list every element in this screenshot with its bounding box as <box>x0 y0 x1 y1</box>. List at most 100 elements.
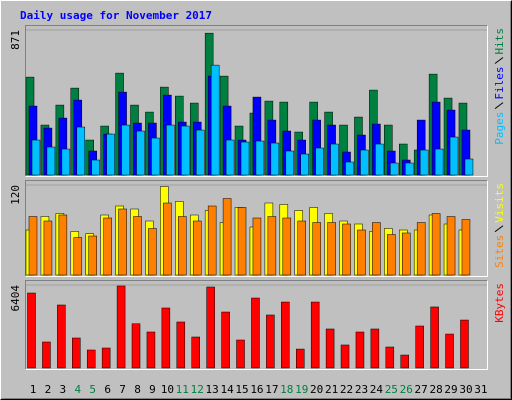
x-tick-label: 6 <box>104 383 111 396</box>
legend-label: Sites <box>493 235 506 268</box>
bar <box>236 339 245 369</box>
y-tick-label: 871 <box>9 30 22 50</box>
bar <box>207 205 217 276</box>
bar <box>131 323 141 369</box>
panel-light <box>25 280 488 370</box>
x-tick-label: 18 <box>280 383 293 396</box>
bar <box>43 220 53 276</box>
bar <box>225 139 235 176</box>
bar <box>148 228 157 276</box>
bar <box>237 207 247 276</box>
x-tick-label: 3 <box>60 383 67 396</box>
bar <box>461 219 471 276</box>
bar <box>121 124 130 176</box>
bar <box>355 331 365 369</box>
panel-light <box>25 25 488 177</box>
legend-label: Files <box>493 67 506 100</box>
bar <box>176 321 186 369</box>
x-tick-label: 21 <box>325 383 338 396</box>
bar <box>206 286 215 369</box>
bar <box>181 125 190 176</box>
bar <box>419 149 429 176</box>
bar <box>270 142 280 176</box>
bar <box>464 158 474 176</box>
x-tick-label: 17 <box>265 383 278 396</box>
x-tick-label: 27 <box>415 383 428 396</box>
bar <box>222 198 232 276</box>
bar <box>372 222 381 276</box>
x-tick-label: 15 <box>235 383 248 396</box>
bar <box>255 140 265 176</box>
bar <box>118 208 127 276</box>
bar <box>327 222 336 276</box>
bar <box>251 297 260 369</box>
bar <box>434 148 444 176</box>
chart-title: Daily usage for November 2017 <box>20 9 212 22</box>
bar <box>375 143 384 176</box>
x-tick-label: 28 <box>429 383 442 396</box>
bar <box>28 216 38 276</box>
bar <box>325 328 335 369</box>
x-tick-label: 22 <box>340 383 353 396</box>
bar <box>300 153 309 176</box>
legend-label: KBytes <box>493 283 506 323</box>
bar <box>297 220 306 276</box>
bar <box>166 124 175 176</box>
x-tick-label: 9 <box>149 383 156 396</box>
bar <box>116 285 126 369</box>
bar <box>61 148 71 176</box>
bar <box>431 213 441 276</box>
bar <box>402 232 411 276</box>
bar <box>151 137 160 176</box>
panel-shadow <box>25 280 488 370</box>
bar <box>387 234 396 276</box>
x-tick-label: 5 <box>89 383 96 396</box>
legend-separator <box>494 225 504 233</box>
bar <box>163 202 172 276</box>
bar <box>57 304 66 369</box>
bar <box>42 341 51 369</box>
x-tick-label: 7 <box>119 383 126 396</box>
x-tick-label: 11 <box>176 383 189 396</box>
bar <box>146 331 156 369</box>
bar <box>405 162 414 176</box>
bar <box>315 147 324 176</box>
bar <box>136 130 145 176</box>
bar <box>195 129 205 176</box>
panel-light <box>25 180 488 277</box>
y-tick-label: 120 <box>9 185 22 205</box>
x-tick-label: 14 <box>220 383 234 396</box>
x-tick-label: 12 <box>191 383 204 396</box>
x-tick-label: 20 <box>310 383 323 396</box>
x-tick-label: 26 <box>400 383 413 396</box>
legend-separator <box>494 57 504 64</box>
bar <box>106 133 115 176</box>
bar <box>310 301 320 369</box>
bar <box>460 319 469 369</box>
bar <box>295 348 305 369</box>
bar <box>340 344 350 369</box>
bar <box>210 64 220 176</box>
bar <box>342 223 351 276</box>
bar <box>370 328 380 369</box>
bar <box>266 314 275 369</box>
panel-shadow <box>25 25 488 177</box>
y-tick-label: 6404 <box>9 285 22 312</box>
bar <box>449 136 459 176</box>
bar <box>385 346 395 369</box>
bar <box>161 307 171 369</box>
x-tick-label: 29 <box>444 383 457 396</box>
bar <box>191 336 200 369</box>
bar <box>282 217 292 276</box>
bar <box>430 306 439 369</box>
x-tick-label: 1 <box>30 383 37 396</box>
bar <box>267 216 277 276</box>
bar <box>360 149 369 176</box>
bar <box>73 237 83 276</box>
bar <box>103 217 112 276</box>
x-tick-label: 23 <box>355 383 368 396</box>
bar <box>446 216 456 276</box>
bar <box>101 347 111 369</box>
panel-shadow <box>25 180 488 277</box>
bar <box>240 141 250 176</box>
